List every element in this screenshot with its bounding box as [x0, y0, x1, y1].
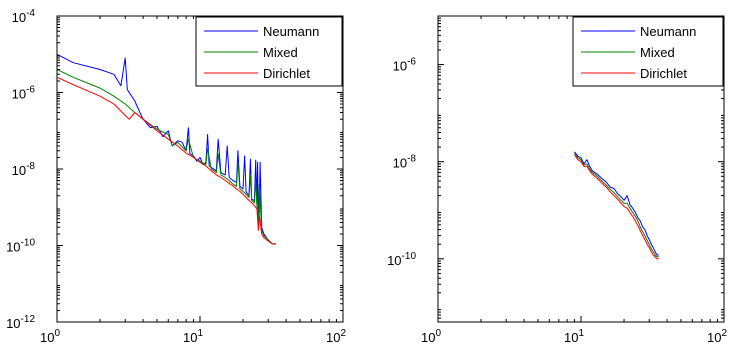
y-tick-label: 10-4: [12, 8, 36, 25]
x-tick-label: 102: [707, 328, 727, 345]
series-line-mixed: [57, 69, 276, 245]
series-line-neumann: [574, 151, 659, 256]
y-tick-label: 10-10: [6, 238, 35, 255]
y-tick-label: 10-8: [12, 161, 36, 178]
series-line-dirichlet: [574, 154, 659, 260]
legend: Neumann Mixed Dirichlet: [572, 16, 724, 87]
series-line-mixed: [574, 152, 659, 258]
legend-label-mixed: Mixed: [640, 45, 675, 60]
legend: Neumann Mixed Dirichlet: [195, 16, 343, 87]
x-tick-label: 101: [183, 328, 203, 345]
left-panel: 100 101 102 10-12 10-10 10-8 10-6 10-4 Neumann Mi…: [6, 8, 346, 345]
x-tick-label: 100: [421, 328, 441, 345]
right-panel: 100 101 102 10-10 10-8 10-6 Neumann Mixed Dirich…: [387, 15, 727, 345]
series-line-neumann: [57, 53, 276, 245]
legend-label-neumann: Neumann: [640, 24, 696, 39]
plot-area: [574, 151, 659, 260]
y-tick-label: 10-6: [393, 57, 417, 74]
y-tick-label: 10-8: [393, 154, 417, 171]
y-tick-label: 10-10: [387, 251, 416, 268]
x-tick-label: 100: [40, 328, 60, 345]
legend-label-mixed: Mixed: [263, 45, 298, 60]
legend-label-neumann: Neumann: [263, 24, 319, 39]
y-tick-label: 10-6: [12, 85, 36, 102]
legend-label-dirichlet: Dirichlet: [263, 66, 310, 81]
y-tick-label: 10-12: [6, 314, 35, 331]
series-line-dirichlet: [57, 76, 276, 245]
plot-area: [57, 53, 276, 245]
legend-label-dirichlet: Dirichlet: [640, 66, 687, 81]
x-tick-label: 102: [326, 328, 346, 345]
x-tick-label: 101: [564, 328, 584, 345]
